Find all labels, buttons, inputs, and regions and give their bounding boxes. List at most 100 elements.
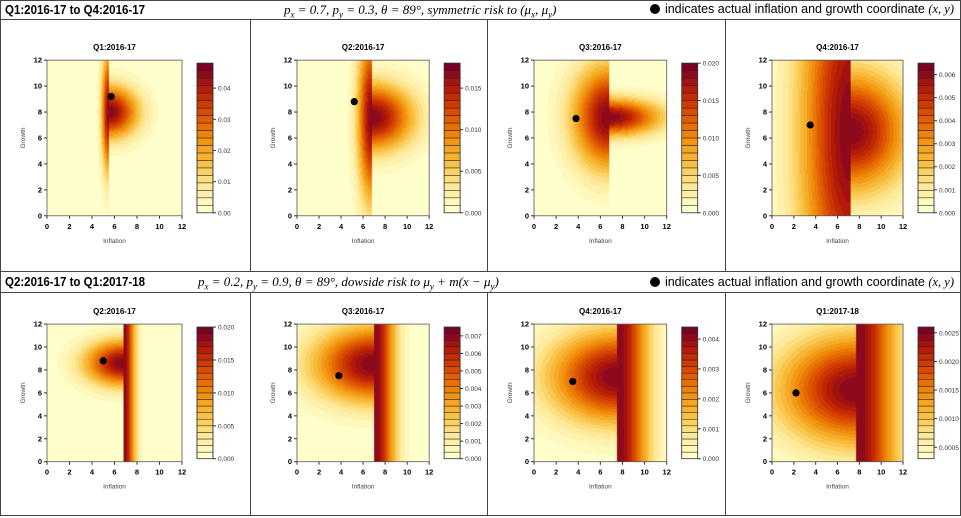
legend-swatch <box>917 92 935 101</box>
legend-swatch <box>681 100 698 109</box>
legend-tick-label: 0.010 <box>218 390 235 397</box>
actual-coordinate-point <box>335 372 343 380</box>
legend-swatch <box>917 366 935 374</box>
legend-swatch <box>681 167 698 176</box>
legend-swatch <box>443 366 461 374</box>
formula-part: μ <box>483 274 491 289</box>
legend-border <box>443 326 461 460</box>
chart-panel: Q3:2016-17 0 2 4 6 8 10 12 0 2 4 6 8 10 12 Inflation Gro… <box>488 20 726 271</box>
legend-swatch <box>196 333 214 341</box>
x-tick-label: 0 <box>532 222 536 231</box>
legend-swatch <box>681 85 698 94</box>
legend-swatch <box>917 152 935 161</box>
legend-swatch <box>196 386 214 394</box>
y-tick-label: 12 <box>34 320 42 329</box>
chart-title: Q2:2016-17 <box>93 307 136 316</box>
legend-border <box>443 62 461 214</box>
legend-swatch <box>681 115 698 124</box>
y-tick-label: 2 <box>288 434 292 443</box>
chart-panel: Q1:2017-18 0 2 4 6 8 10 12 0 2 4 6 8 10 12 Inflation Gro… <box>726 293 960 515</box>
legend-swatch <box>917 130 935 139</box>
legend-swatch <box>443 353 461 361</box>
legend-swatch <box>443 445 461 453</box>
chart-title: Q4:2016-17 <box>579 307 622 316</box>
y-tick-label: 8 <box>525 365 529 374</box>
legend-swatch <box>196 205 214 214</box>
y-tick-label: 0 <box>763 211 767 220</box>
y-tick-label: 10 <box>34 343 42 352</box>
x-axis-label: Inflation <box>103 238 126 245</box>
contour-chart: Q2:2016-17 0 2 4 6 8 10 12 0 2 4 6 8 10 12 Inflation Gro… <box>270 43 482 245</box>
x-tick-label: 6 <box>835 222 839 231</box>
legend-tick-label: 0.000 <box>218 456 235 463</box>
legend-tick-label: 0.010 <box>703 135 720 142</box>
legend-swatch <box>681 122 698 131</box>
y-tick-label: 10 <box>284 82 292 91</box>
legend-swatch <box>443 145 461 154</box>
legend-swatch <box>443 62 461 71</box>
contour-chart: Q1:2017-18 0 2 4 6 8 10 12 0 2 4 6 8 10 12 Inflation Gro… <box>745 307 959 491</box>
legend-swatch <box>681 339 698 348</box>
x-tick-label: 0 <box>770 468 774 477</box>
x-tick-label: 12 <box>663 468 671 477</box>
legend-swatch <box>917 399 935 407</box>
legend-swatch <box>196 122 214 131</box>
legend-swatch <box>681 432 698 440</box>
x-tick-label: 10 <box>877 468 885 477</box>
x-tick-label: 10 <box>640 222 648 231</box>
actual-coordinate-point <box>806 121 814 129</box>
y-tick-label: 4 <box>38 159 43 168</box>
x-tick-label: 0 <box>45 222 49 231</box>
legend-swatch <box>443 130 461 139</box>
x-tick-label: 4 <box>90 468 95 477</box>
legend-swatch <box>917 326 935 334</box>
legend-swatch <box>196 451 214 459</box>
actual-coordinate-point <box>107 92 115 101</box>
legend-tick-label: 0.000 <box>465 210 482 217</box>
legend-swatch <box>681 346 698 354</box>
legend-swatch <box>443 392 461 400</box>
legend-swatch <box>443 152 461 161</box>
y-tick-label: 6 <box>38 388 42 397</box>
formula-part: μ <box>423 274 430 289</box>
legend-border <box>917 62 935 214</box>
x-tick-label: 8 <box>620 468 624 477</box>
x-tick-label: 12 <box>178 468 186 477</box>
legend-swatch <box>443 182 461 191</box>
x-tick-label: 8 <box>620 222 624 231</box>
legend-swatch <box>917 85 935 94</box>
legend-swatch <box>917 167 935 176</box>
chart-panel: Q2:2016-17 0 2 4 6 8 10 12 0 2 4 6 8 10 12 Inflation Gro… <box>1 293 251 515</box>
y-tick-label: 4 <box>525 411 530 420</box>
legend-tick-label: 0.04 <box>218 86 231 93</box>
y-tick-label: 12 <box>34 56 42 65</box>
legend-swatch <box>196 175 214 184</box>
panel-row-1: Q1:2016-17 0 2 4 6 8 10 12 0 2 4 6 8 10 12 Inflation Gro… <box>1 20 960 272</box>
actual-coordinate-point <box>572 114 580 123</box>
legend-swatch <box>681 451 698 459</box>
legend-swatch <box>681 205 698 214</box>
formula-part: x <box>290 9 295 20</box>
legend-swatch <box>917 115 935 124</box>
x-tick-label: 10 <box>877 222 885 231</box>
legend-swatch <box>917 339 935 348</box>
legend-swatch <box>196 432 214 440</box>
legend-tick-label: 0.00 <box>218 210 231 217</box>
y-tick-label: 12 <box>284 56 292 65</box>
legend-swatch <box>681 175 698 184</box>
y-axis-label: Growth <box>270 382 277 403</box>
x-tick-label: 2 <box>67 222 71 231</box>
row-header-1: Q1:2016-17 to Q4:2016-17 px = 0.7, py = … <box>1 1 960 20</box>
x-tick-label: 4 <box>90 222 95 231</box>
x-tick-label: 6 <box>361 468 365 477</box>
legend-tick-label: 0.000 <box>465 456 482 463</box>
legend-swatch <box>443 333 461 341</box>
x-tick-label: 0 <box>532 468 536 477</box>
legend-swatch <box>917 100 935 109</box>
legend-swatch <box>917 392 935 400</box>
legend-swatch <box>443 399 461 407</box>
x-tick-label: 12 <box>899 222 907 231</box>
contour-chart: Q4:2016-17 0 2 4 6 8 10 12 0 2 4 6 8 10 12 Inflation Gro… <box>745 43 956 245</box>
y-tick-label: 0 <box>525 457 529 466</box>
legend-swatch <box>681 379 698 387</box>
